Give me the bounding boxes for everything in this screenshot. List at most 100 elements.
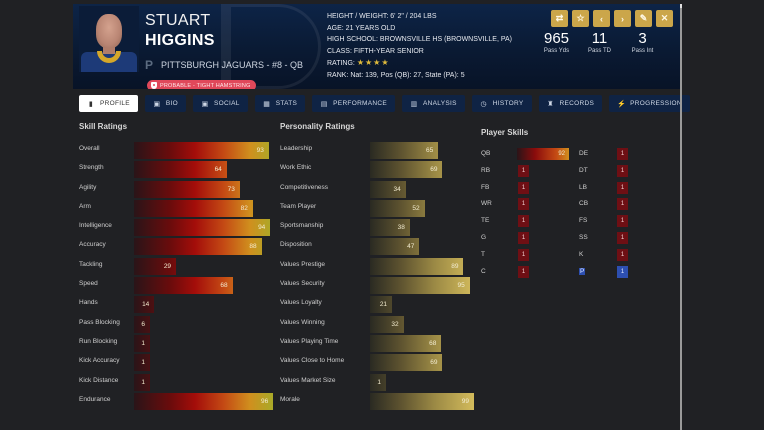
tab-label: RECORDS xyxy=(559,100,595,107)
tab-label: PROGRESSION xyxy=(630,100,682,107)
compare-button[interactable]: ⇄ xyxy=(551,10,568,27)
player-header: STUART HIGGINS P PITTSBURGH JAGUARS - #8… xyxy=(73,4,680,89)
edit-button[interactable]: ✎ xyxy=(635,10,652,27)
rating-bar: 96 xyxy=(134,392,274,410)
vertical-scrollbar[interactable] xyxy=(680,4,682,430)
rating-row: Values Close to Home 69 xyxy=(280,354,480,373)
trend-icon: ⚡ xyxy=(617,100,627,108)
tab-history[interactable]: ◷ HISTORY xyxy=(471,95,532,112)
tab-label: STATS xyxy=(275,100,298,107)
rating-bar: 64 xyxy=(134,161,227,179)
tab-social[interactable]: ▣ SOCIAL xyxy=(193,95,248,112)
rating-row: Overall 93 xyxy=(79,142,279,161)
player-skill-row: G 1 SS 1 xyxy=(481,231,631,249)
stat-pass-td: 11 Pass TD xyxy=(588,30,611,55)
player-profile-page: STUART HIGGINS P PITTSBURGH JAGUARS - #8… xyxy=(73,0,690,430)
tab-analysis[interactable]: ▥ ANALYSIS xyxy=(402,95,465,112)
position-rating: 1 xyxy=(617,164,628,177)
previous-button[interactable]: ‹ xyxy=(593,10,610,27)
player-photo xyxy=(79,6,139,72)
rating-row: Run Blocking 1 xyxy=(79,334,279,354)
rating-row: Values Security 95 xyxy=(280,277,480,296)
rating-bar: 82 xyxy=(134,199,253,217)
position-label: DE xyxy=(579,150,589,157)
rating-label: Values Prestige xyxy=(280,260,326,268)
tab-bio[interactable]: ▣ BIO xyxy=(144,95,187,112)
injury-badge: PROBABLE - TIGHT HAMSTRING xyxy=(147,80,256,89)
id-card-icon: ▣ xyxy=(153,100,161,108)
rating-row: Intelligence 94 xyxy=(79,219,279,238)
rating-bar: 69 xyxy=(370,354,443,372)
tab-performance[interactable]: ▤ PERFORMANCE xyxy=(312,95,396,112)
position-label: G xyxy=(481,233,487,241)
rating-label: Sportsmanship xyxy=(280,222,324,230)
close-button[interactable]: ✕ xyxy=(656,10,673,27)
rating-bar: 65 xyxy=(370,142,439,159)
rank: RANK: Nat: 139, Pos (QB): 27, State (PA)… xyxy=(327,71,465,79)
team-logo-icon: P xyxy=(145,58,154,72)
tab-label: ANALYSIS xyxy=(423,100,457,107)
rating-row: Values Market Size 1 xyxy=(280,373,480,393)
rating-row: Kick Accuracy 1 xyxy=(79,354,279,373)
rating-label: Pass Blocking xyxy=(79,318,120,326)
rating-label: Speed xyxy=(79,280,98,288)
favorite-button[interactable]: ☆ xyxy=(572,10,589,27)
class-year: CLASS: FIFTH-YEAR SENIOR xyxy=(327,47,424,55)
document-icon: ▤ xyxy=(320,100,328,108)
header-actions: ⇄ ☆ ‹ › ✎ ✕ xyxy=(551,10,673,27)
rating-row: Team Player 52 xyxy=(280,199,480,219)
rating-bar: 69 xyxy=(370,161,443,179)
rating-bar: 52 xyxy=(370,199,425,217)
position-rating: 1 xyxy=(518,164,529,177)
rating-row: Tackling 29 xyxy=(79,257,279,277)
rating-row: Values Prestige 89 xyxy=(280,257,480,277)
tab-records[interactable]: ♜ RECORDS xyxy=(538,95,603,112)
tab-stats[interactable]: ▦ STATS xyxy=(254,95,306,112)
position-label: FB xyxy=(481,183,490,191)
position-rating: 1 xyxy=(518,231,529,244)
rating-row: Hands 14 xyxy=(79,296,279,315)
team-logo-watermark xyxy=(221,4,321,89)
rating-bar: 73 xyxy=(134,180,240,198)
personality-ratings-title: Personality Ratings xyxy=(280,122,355,131)
position-label: SS xyxy=(579,233,588,241)
rating-label: Agility xyxy=(79,183,97,191)
rating-label: Accuracy xyxy=(79,241,106,249)
rating-bar: 29 xyxy=(134,257,177,275)
position-rating: 1 xyxy=(617,215,628,228)
rating-label: Values Market Size xyxy=(280,376,336,384)
rating-row: Kick Distance 1 xyxy=(79,373,279,393)
rating-row: Leadership 65 xyxy=(280,142,480,161)
rating-row: Values Playing Time 68 xyxy=(280,334,480,354)
next-button[interactable]: › xyxy=(614,10,631,27)
team-name-number-position[interactable]: PITTSBURGH JAGUARS - #8 - QB xyxy=(161,60,304,70)
position-label: TE xyxy=(481,217,490,225)
tab-profile[interactable]: ▮ PROFILE xyxy=(79,95,138,112)
rating-label: Morale xyxy=(280,395,300,403)
rating-bar: 6 xyxy=(134,315,150,333)
rating-bar: 93 xyxy=(134,142,269,159)
tab-label: SOCIAL xyxy=(214,100,240,107)
position-rating: 1 xyxy=(617,198,628,211)
player-skills-title: Player Skills xyxy=(481,128,529,137)
chevron-left-icon: ‹ xyxy=(600,13,603,24)
rating-row: Morale 99 xyxy=(280,392,480,412)
rating: RATING: ★★★★ xyxy=(327,58,390,67)
player-skill-row: QB 92 DE 1 xyxy=(481,148,631,165)
rating-row: Pass Blocking 6 xyxy=(79,315,279,335)
rating-label: Tackling xyxy=(79,260,103,268)
rating-bar: 47 xyxy=(370,238,420,256)
clock-icon: ◷ xyxy=(480,100,487,108)
rating-bar: 88 xyxy=(134,238,262,256)
tab-progression[interactable]: ⚡ PROGRESSION xyxy=(609,95,690,112)
stat-pass-yds: 965 Pass Yds xyxy=(543,30,570,55)
rating-row: Endurance 96 xyxy=(79,392,279,412)
tab-label: PERFORMANCE xyxy=(333,100,388,107)
bio-block: HEIGHT / WEIGHT: 6' 2" / 204 LBS AGE: 21… xyxy=(327,11,512,81)
scrollbar-thumb[interactable] xyxy=(680,4,682,8)
rating-bar: 1 xyxy=(134,373,150,391)
rating-label: Run Blocking xyxy=(79,337,118,345)
position-rating: 1 xyxy=(518,215,529,228)
rating-label: Kick Accuracy xyxy=(79,357,120,365)
position-rating: 1 xyxy=(617,265,628,278)
